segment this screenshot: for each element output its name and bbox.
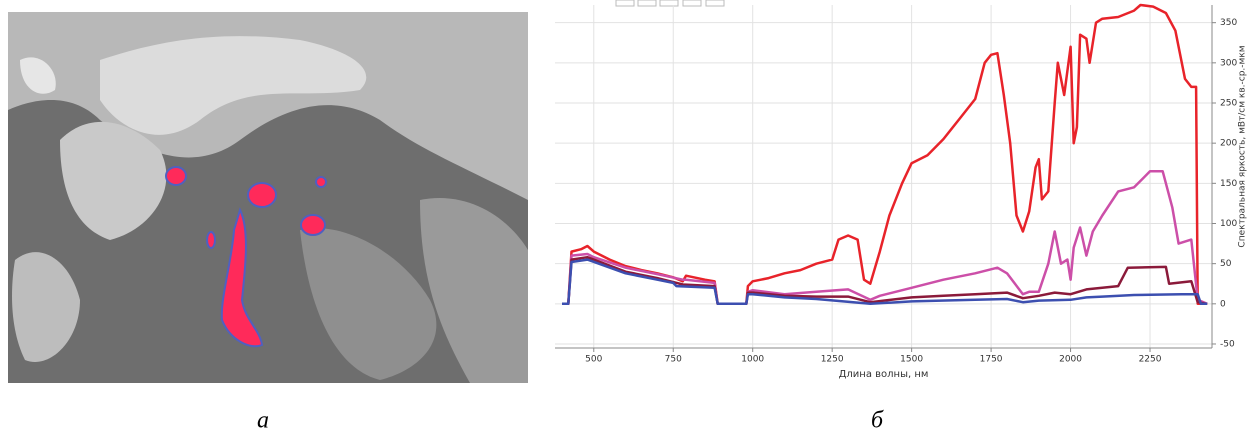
- satellite-image: [8, 12, 528, 383]
- caption: б: [871, 408, 884, 434]
- x-axis-label: Длина волны, нм: [839, 369, 929, 380]
- toolbar: [616, 0, 724, 6]
- tool-button[interactable]: [616, 0, 634, 6]
- spot: [316, 177, 326, 187]
- y-tick-label: -50: [1220, 339, 1235, 349]
- line-series: [562, 5, 1207, 304]
- spot: [166, 167, 186, 185]
- y-tick-label: 150: [1220, 179, 1237, 189]
- x-tick-label: 1750: [980, 355, 1003, 365]
- tool-button[interactable]: [683, 0, 701, 6]
- y-tick-label: 250: [1220, 99, 1237, 109]
- x-tick-label: 1500: [900, 355, 923, 365]
- y-tick-label: 300: [1220, 58, 1237, 68]
- caption: а: [257, 408, 269, 434]
- x-tick-label: 1250: [821, 355, 844, 365]
- y-tick-label: 100: [1220, 219, 1237, 229]
- x-tick-label: 750: [665, 355, 682, 365]
- line-series: [562, 260, 1207, 304]
- y-tick-label: 350: [1220, 18, 1237, 28]
- x-tick-label: 2000: [1059, 355, 1082, 365]
- tool-button[interactable]: [706, 0, 724, 6]
- x-tick-label: 1000: [741, 355, 764, 365]
- tool-button[interactable]: [638, 0, 656, 6]
- figure: а б -50 0 50 100 150 200 250 300 350 500 750 1000 12…: [0, 0, 1247, 434]
- spot: [301, 215, 325, 235]
- spot: [207, 232, 215, 248]
- spot: [248, 183, 276, 207]
- y-tick-label: 0: [1220, 299, 1226, 309]
- page: а б -50 0 50 100 150 200 250 300 350 500 750 1000 12…: [0, 0, 1247, 438]
- x-tick-label: 500: [585, 355, 602, 365]
- y-axis-label: Спектральная яркость, мВт/см кв.-ср.-мкм: [1238, 45, 1247, 247]
- y-tick-label: 200: [1220, 139, 1237, 149]
- y-tick-label: 50: [1220, 259, 1232, 269]
- x-tick-label: 2250: [1139, 355, 1162, 365]
- tool-button[interactable]: [660, 0, 678, 6]
